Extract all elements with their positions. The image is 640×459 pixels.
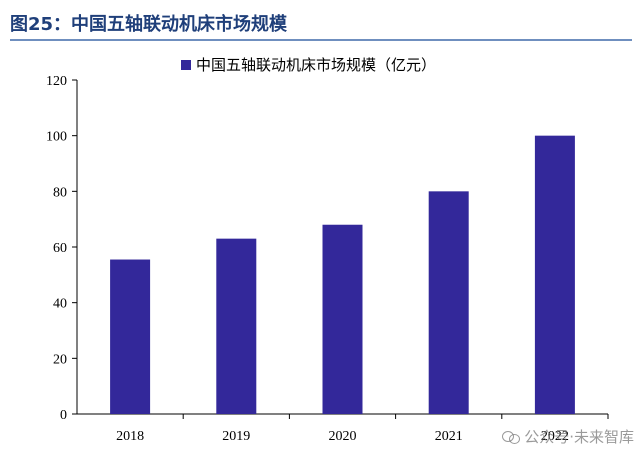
y-tick-label: 20 bbox=[53, 352, 67, 367]
title-divider bbox=[10, 39, 632, 41]
y-tick-label: 100 bbox=[46, 130, 67, 145]
bar-2018 bbox=[110, 259, 151, 414]
y-tick-label: 0 bbox=[60, 408, 67, 423]
x-tick-label: 2018 bbox=[116, 429, 144, 444]
wechat-icon bbox=[502, 429, 521, 445]
legend-label: 中国五轴联动机床市场规模（亿元） bbox=[196, 56, 436, 74]
x-axis-ticks: 2018 2019 2020 2021 2022 bbox=[116, 414, 609, 444]
x-tick-label: 2021 bbox=[435, 429, 463, 444]
bar-2021 bbox=[428, 191, 469, 414]
legend-swatch bbox=[181, 60, 191, 70]
watermark: 公众号·未来智库 bbox=[502, 426, 634, 447]
y-axis-ticks: 0 20 40 60 80 100 120 bbox=[46, 74, 77, 423]
bar-2019 bbox=[216, 238, 257, 414]
figure-title: 图25：中国五轴联动机床市场规模 bbox=[10, 14, 288, 35]
bar-2022 bbox=[534, 135, 575, 414]
y-tick-label: 60 bbox=[53, 241, 67, 256]
bar-2020 bbox=[322, 224, 363, 414]
x-tick-label: 2022 bbox=[541, 429, 569, 444]
y-tick-label: 40 bbox=[53, 297, 67, 312]
y-tick-label: 80 bbox=[53, 185, 67, 200]
chart-bars bbox=[110, 135, 575, 414]
watermark-text: 公众号·未来智库 bbox=[524, 428, 634, 446]
chart-legend: 中国五轴联动机床市场规模（亿元） bbox=[181, 56, 436, 74]
x-tick-label: 2020 bbox=[329, 429, 357, 444]
x-tick-label: 2019 bbox=[222, 429, 250, 444]
y-tick-label: 120 bbox=[46, 74, 67, 89]
